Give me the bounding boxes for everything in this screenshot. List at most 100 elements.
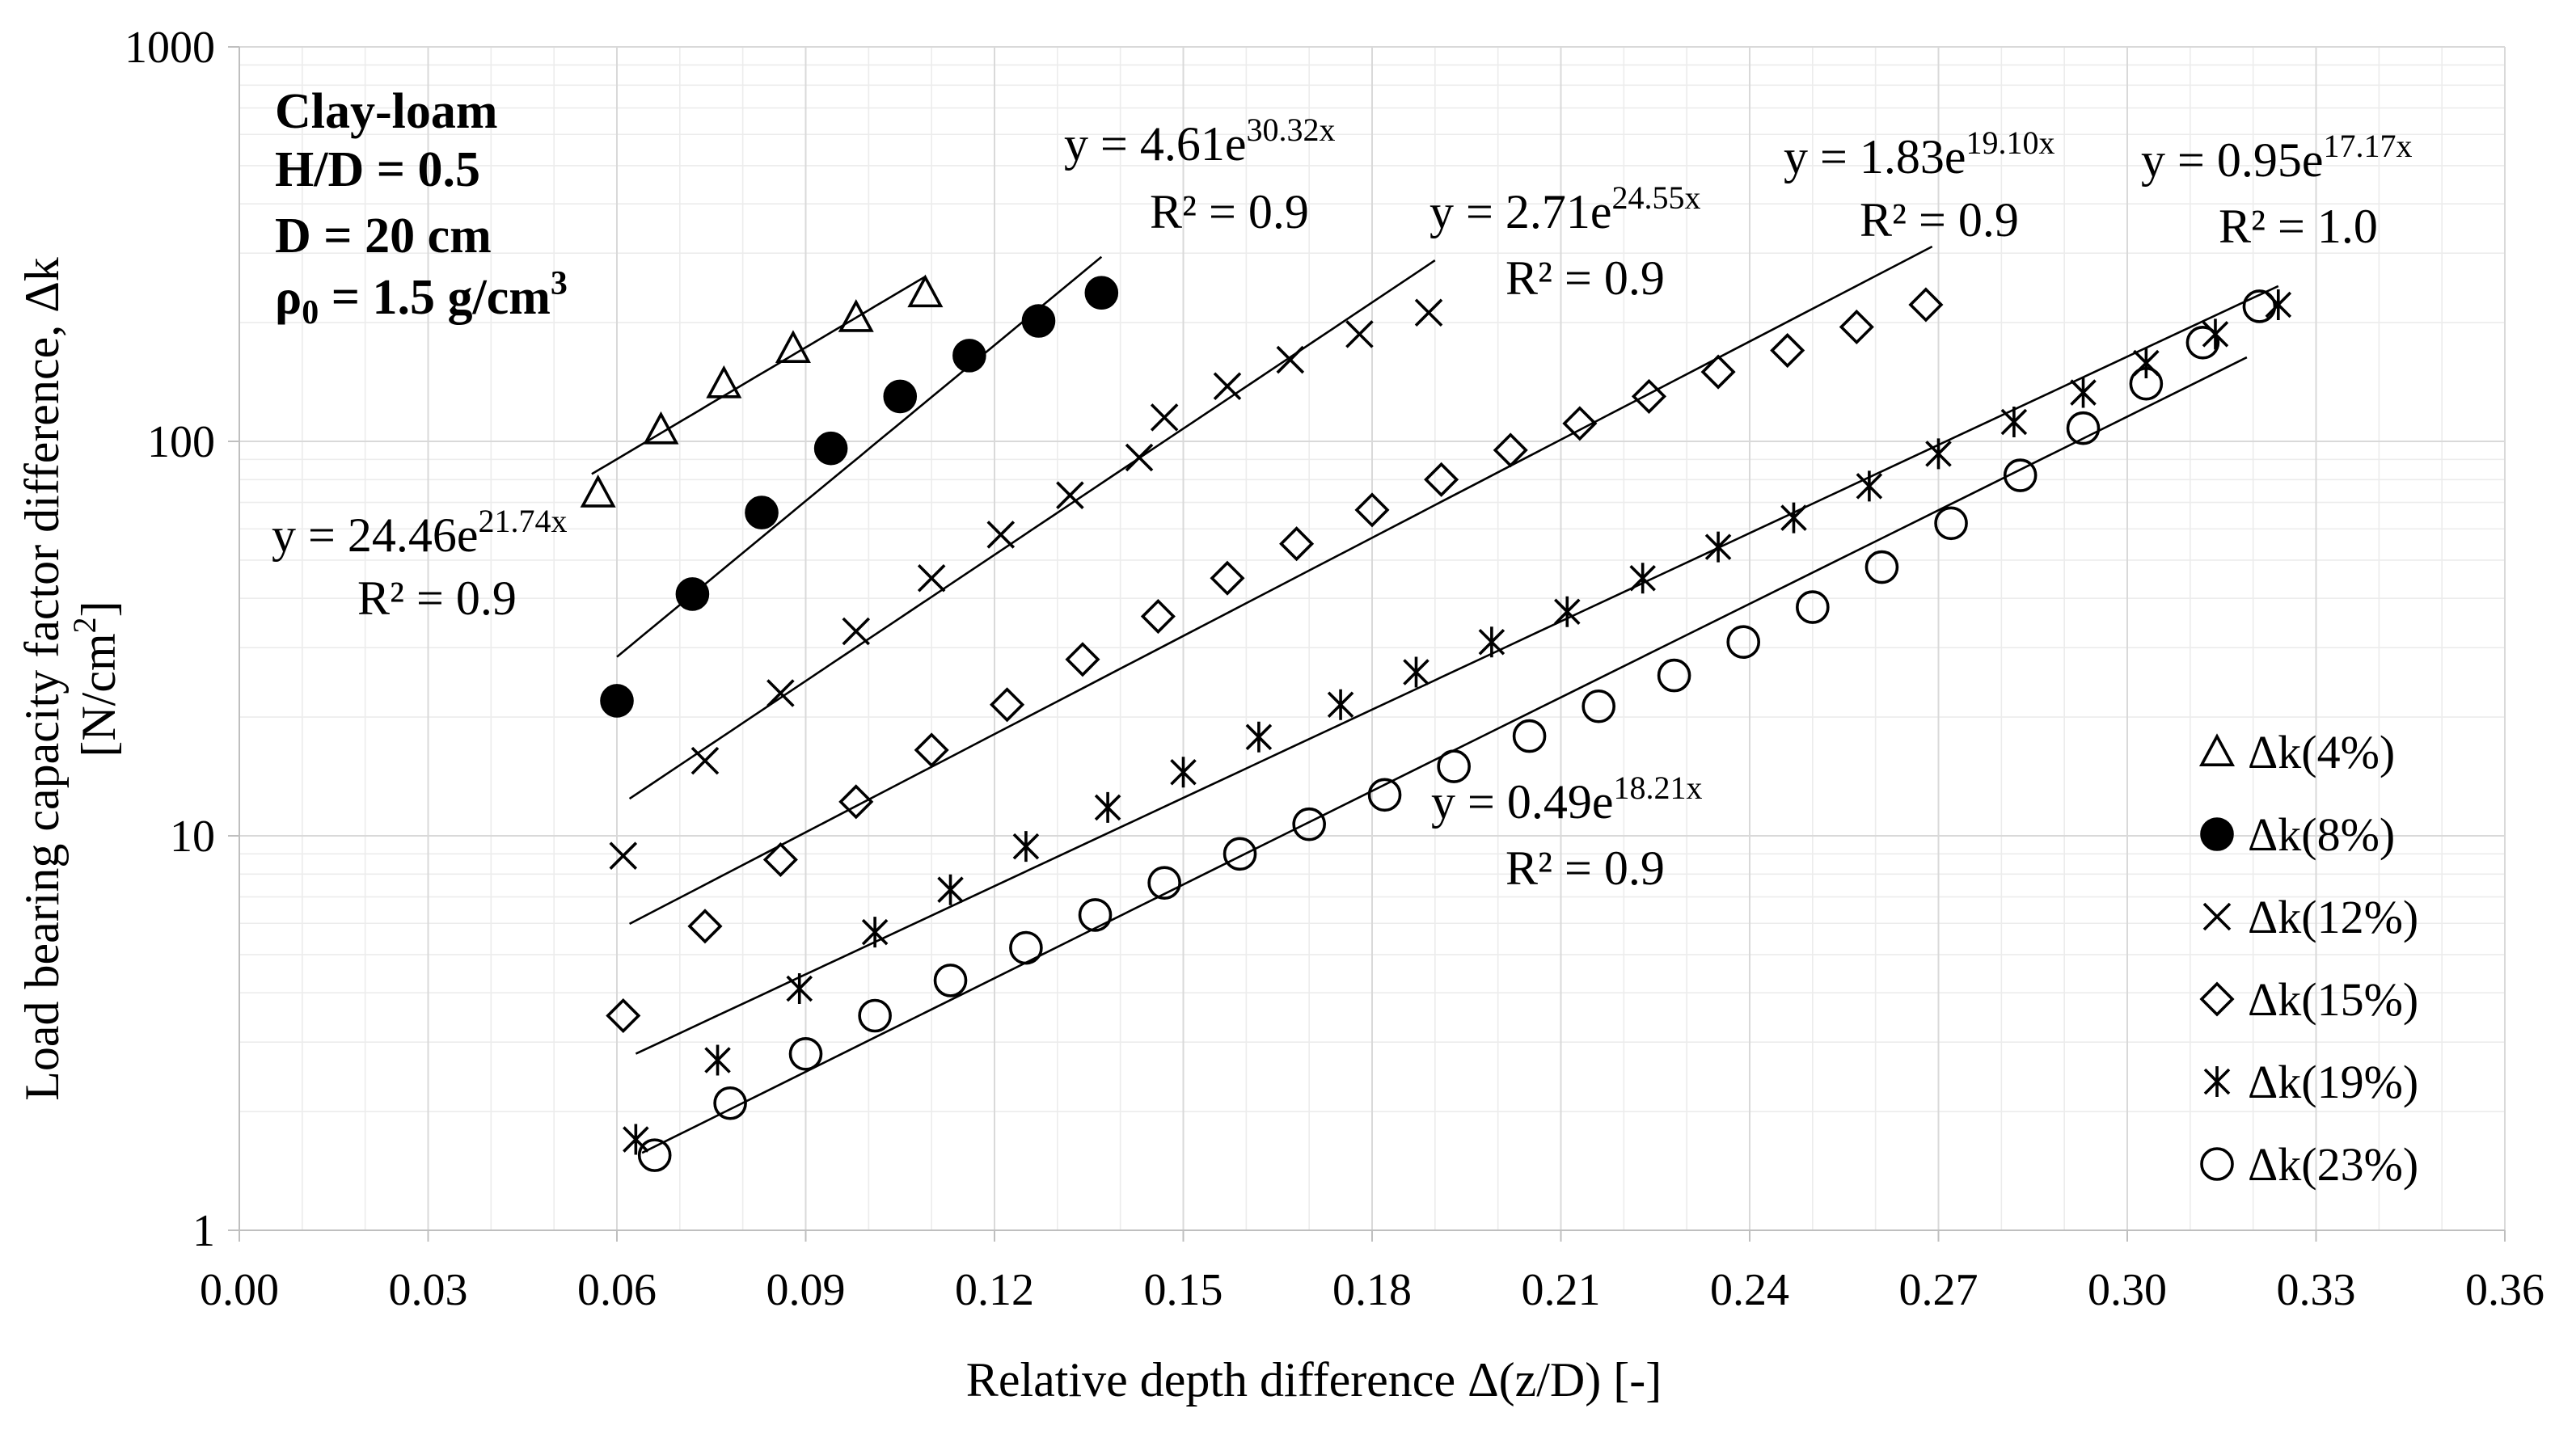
data-point — [1581, 689, 1615, 723]
data-point — [1403, 656, 1429, 688]
data-point — [706, 365, 742, 399]
data-point — [766, 679, 795, 707]
data-point — [1147, 866, 1181, 900]
fit-equation: y = 0.49e18.21x — [1431, 770, 1702, 829]
x-tick-label: 0.15 — [1144, 1265, 1223, 1315]
data-point — [842, 617, 871, 646]
y-tick-label: 10 — [170, 812, 215, 862]
fit-r-squared: R² = 0.9 — [1150, 185, 1309, 238]
x-tick-label: 0.09 — [766, 1265, 846, 1315]
info-soil: Clay-loam — [275, 84, 498, 139]
data-point — [1292, 807, 1326, 841]
fit-equation: y = 4.61e30.32x — [1064, 112, 1335, 171]
data-point — [1327, 689, 1354, 720]
data-point — [1704, 531, 1732, 563]
legend-marker — [2200, 1147, 2234, 1181]
x-tick-label: 0.12 — [955, 1265, 1034, 1315]
data-point — [1065, 642, 1100, 677]
data-point — [914, 732, 949, 768]
data-point — [1562, 406, 1598, 441]
data-points — [580, 274, 2292, 1172]
legend-entry: Δk(23%) — [2248, 1138, 2418, 1191]
data-point — [1012, 831, 1040, 863]
y-axis-unit: [N/cm2] — [66, 601, 125, 757]
data-point — [1245, 721, 1273, 753]
data-point — [1078, 898, 1113, 932]
data-point — [1414, 298, 1443, 327]
data-point — [1367, 778, 1402, 812]
legend-entry: Δk(4%) — [2248, 726, 2395, 778]
legend-marker — [2202, 902, 2232, 931]
x-tick-label: 0.03 — [389, 1265, 468, 1315]
data-point — [1478, 626, 1505, 658]
data-point — [1631, 378, 1667, 414]
data-point — [745, 496, 779, 529]
data-point — [609, 841, 638, 870]
x-tick-label: 0.24 — [1710, 1265, 1789, 1315]
fit-equations: y = 24.46e21.74x R² = 0.9 y = 4.61e30.32x R… — [272, 112, 2412, 895]
data-point — [2000, 406, 2028, 437]
fit-line — [628, 259, 1436, 800]
legend-marker — [2199, 981, 2235, 1017]
data-point — [687, 909, 723, 944]
data-point — [1276, 345, 1305, 374]
info-hd: H/D = 0.5 — [275, 142, 480, 197]
data-point — [1512, 719, 1547, 753]
data-point — [2129, 366, 2164, 401]
x-tick-label: 0.27 — [1899, 1265, 1978, 1315]
data-point — [907, 274, 944, 308]
legend-entry: Δk(15%) — [2248, 973, 2418, 1026]
data-point — [1084, 276, 1119, 310]
grid — [239, 46, 2506, 1230]
data-point — [704, 1044, 731, 1076]
y-axis-label-group: Load bearing capacity factor difference,… — [15, 257, 125, 1101]
y-tick-label: 1 — [192, 1206, 215, 1256]
legend-entry: Δk(19%) — [2248, 1056, 2418, 1108]
data-point — [933, 964, 968, 997]
data-point — [1657, 658, 1691, 693]
data-point — [786, 972, 813, 1004]
data-point — [1210, 560, 1245, 596]
legend: Δk(4%) Δk(8%) Δk(12%) Δk(15%) Δk(19%) Δk(23%) — [2198, 726, 2418, 1191]
data-point — [838, 784, 874, 820]
fit-r-squared: R² = 0.9 — [1860, 193, 2019, 247]
data-point — [858, 998, 892, 1033]
data-point — [937, 874, 964, 905]
x-axis-label: Relative depth difference Δ(z/D) [-] — [966, 1353, 1662, 1407]
y-tick-label: 100 — [147, 417, 215, 467]
data-point — [990, 687, 1025, 723]
data-point — [1424, 462, 1459, 497]
data-point — [1125, 443, 1154, 472]
data-point — [713, 1086, 747, 1120]
data-point — [861, 917, 889, 948]
data-point — [1780, 502, 1807, 534]
data-point — [1554, 596, 1581, 627]
data-point — [606, 997, 641, 1034]
data-point — [952, 339, 986, 373]
x-tick-label: 0.00 — [200, 1265, 279, 1315]
fit-equation: y = 2.71e24.55x — [1429, 179, 1700, 238]
data-point — [1726, 625, 1761, 660]
fit-equation: y = 24.46e21.74x — [272, 503, 567, 562]
data-point — [1354, 492, 1390, 528]
fit-r-squared: R² = 1.0 — [2219, 200, 2378, 253]
data-point — [917, 563, 946, 593]
data-point — [883, 379, 918, 414]
data-point — [1170, 757, 1197, 788]
fit-equation: y = 1.83e19.10x — [1784, 124, 2054, 183]
legend-marker — [2203, 1066, 2231, 1097]
fit-line — [629, 245, 1933, 926]
fit-r-squared: R² = 0.9 — [357, 571, 517, 625]
data-point — [1140, 598, 1176, 635]
legend-entry: Δk(12%) — [2248, 891, 2418, 943]
data-point — [2003, 458, 2038, 492]
data-point — [1094, 791, 1121, 823]
legend-entry: Δk(8%) — [2248, 808, 2395, 861]
data-point — [637, 1138, 672, 1172]
data-point — [690, 746, 720, 775]
data-point — [1279, 526, 1315, 562]
x-tick-label: 0.18 — [1332, 1265, 1412, 1315]
x-tick-label: 0.36 — [2465, 1265, 2544, 1315]
data-point — [1925, 438, 1952, 470]
